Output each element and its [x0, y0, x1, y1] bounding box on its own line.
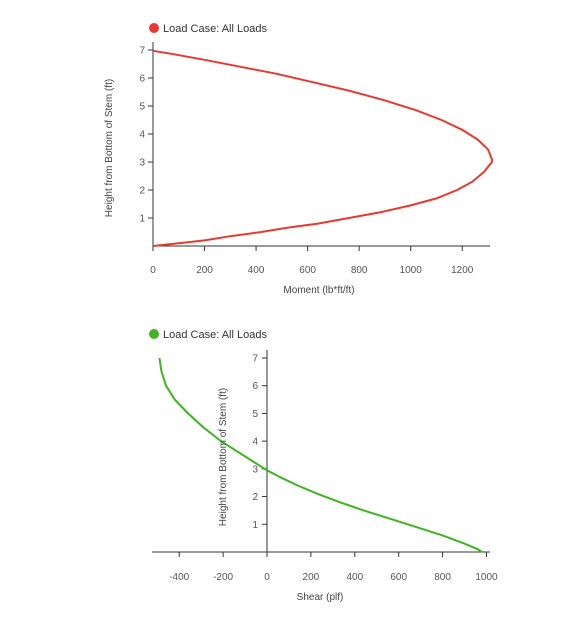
- moment-x-tick-label: 200: [196, 265, 213, 276]
- shear-x-tick-label: -400: [169, 572, 189, 583]
- moment-y-tick-label: 7: [139, 46, 145, 57]
- shear-x-axis-title: Shear (plf): [297, 592, 344, 603]
- moment-y-axis-title: Height from Bottom of Stem (ft): [104, 79, 115, 217]
- shear-x-tick-label: 1000: [475, 572, 498, 583]
- moment-x-tick-label: 1000: [400, 265, 423, 276]
- moment-x-tick-label: 800: [351, 265, 368, 276]
- moment-x-tick-label: 0: [150, 265, 156, 276]
- moment-x-tick-label: 600: [299, 265, 316, 276]
- shear-series-line: [158, 357, 483, 553]
- moment-series-line: [152, 49, 493, 247]
- moment-y-tick-label: 5: [139, 102, 145, 113]
- moment-y-tick-label: 1: [139, 214, 145, 225]
- shear-y-tick-label: 2: [252, 492, 258, 503]
- legend-label-moment[interactable]: Load Case: All Loads: [163, 23, 267, 35]
- shear-y-tick-label: 7: [252, 354, 258, 365]
- shear-y-tick-label: 6: [252, 381, 258, 392]
- moment-x-tick-label: 1200: [451, 265, 474, 276]
- shear-y-tick-label: 1: [252, 520, 258, 531]
- shear-x-tick-label: 400: [346, 572, 363, 583]
- shear-y-tick-label: 3: [252, 464, 258, 475]
- moment-y-tick-label: 4: [139, 130, 145, 141]
- shear-x-tick-label: 0: [264, 572, 270, 583]
- shear-x-tick-label: 600: [390, 572, 407, 583]
- moment-y-tick-label: 6: [139, 74, 145, 85]
- moment-x-tick-label: 400: [248, 265, 265, 276]
- shear-y-axis-title: Height from Bottom of Stem (ft): [218, 388, 229, 526]
- legend-marker-shear[interactable]: [149, 329, 159, 339]
- shear-x-tick-label: 800: [434, 572, 451, 583]
- moment-y-tick-label: 2: [139, 186, 145, 197]
- shear-x-tick-label: 200: [303, 572, 320, 583]
- shear-y-tick-label: 5: [252, 409, 258, 420]
- moment-x-axis-title: Moment (lb*ft/ft): [283, 285, 354, 296]
- legend-marker-moment[interactable]: [149, 23, 159, 33]
- shear-y-tick-label: 4: [252, 437, 258, 448]
- moment-y-tick-label: 3: [139, 158, 145, 169]
- moment-chart: Load Case: All Loads 1 2 3 4 5 6 7 0 200 400 600 80…: [104, 23, 493, 296]
- shear-x-tick-label: -200: [213, 572, 233, 583]
- shear-chart: Load Case: All Loads 1 2 3 4 5 6 7 -400 -200 0 200…: [149, 329, 498, 603]
- legend-label-shear[interactable]: Load Case: All Loads: [163, 329, 267, 341]
